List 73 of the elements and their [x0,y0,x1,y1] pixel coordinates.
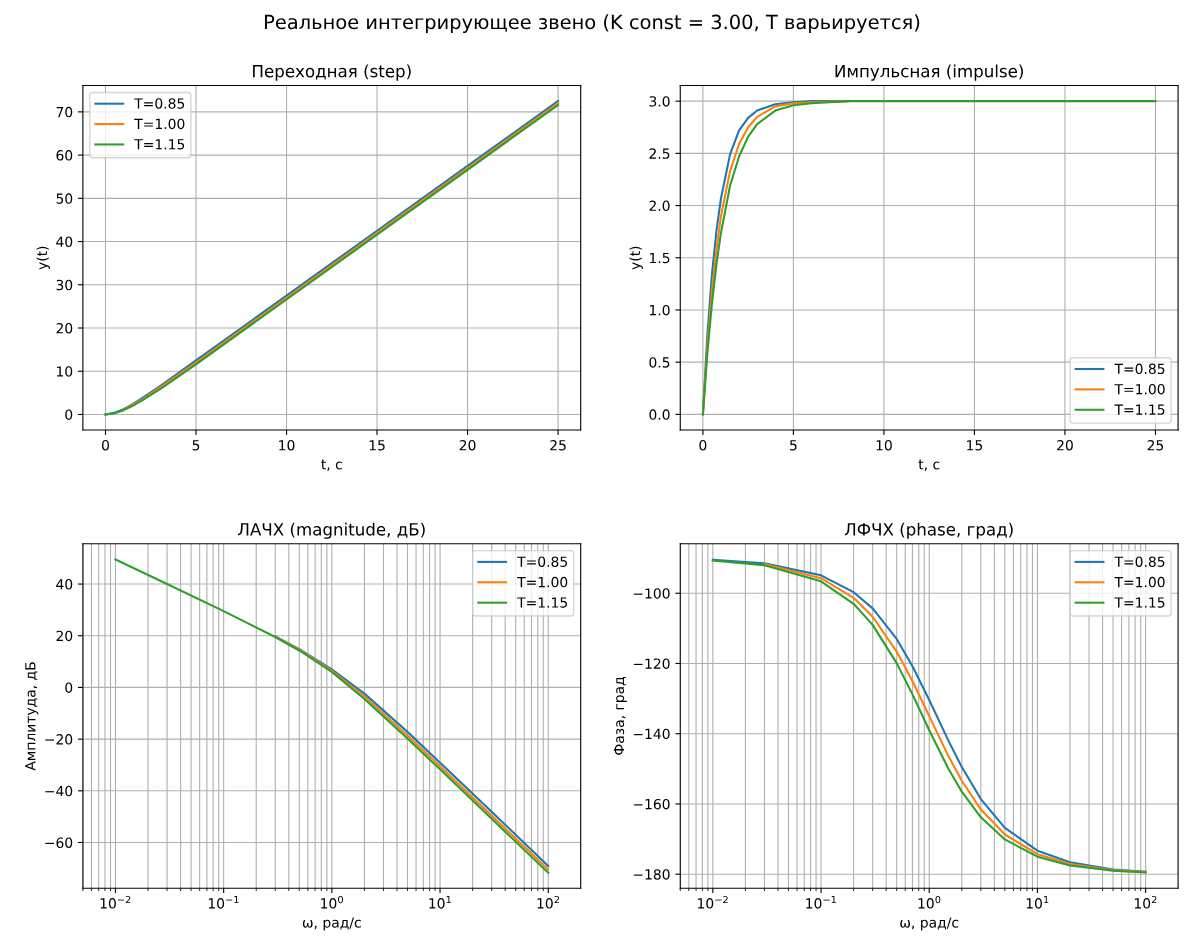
legend-label: T=1.15 [1114,404,1165,415]
y-axis-title: y(t) [629,246,643,270]
y-tick-label: 20 [56,322,73,334]
x-tick-label: 15 [967,440,983,451]
y-tick-label: −100 [633,588,670,599]
y-axis-title: Амплитуда, дБ [25,662,39,771]
x-axis-title: t, c [918,459,940,471]
chart-title: Переходная (step) [253,64,411,81]
y-axis-title: y(t) [36,246,50,270]
x-tick-label: 10 [876,440,892,451]
x-tick-label: 10$^{1}$ [1026,896,1049,909]
y-tick-label: 30 [56,279,73,291]
y-tick-label: 60 [56,150,73,161]
y-tick-label: 0 [65,682,73,693]
x-tick-label: 0 [102,440,109,451]
chart-title: ЛАЧХ (magnitude, дБ) [238,522,425,539]
legend-label: T=1.00 [134,118,185,130]
legend-label: T=0.85 [134,98,185,109]
x-tick-label: 25 [550,440,566,451]
x-axis-title: ω, рад/с [302,917,361,931]
legend-label: T=1.15 [1114,597,1165,608]
y-tick-label: 70 [56,106,73,118]
legend-label: T=1.00 [517,576,568,588]
x-tick-label: 10$^{−1}$ [806,896,836,909]
y-tick-label: −180 [633,869,670,880]
y-tick-label: −40 [45,785,73,797]
legend-label: T=0.85 [517,556,567,567]
x-tick-label: 10 [279,440,295,451]
legend-label: T=0.85 [1114,363,1165,375]
y-tick-label: 2.0 [649,200,670,212]
legend-label: T=1.15 [134,139,185,150]
y-tick-label: 20 [56,630,73,642]
chart-title: ЛФЧХ (phase, град) [844,522,1013,539]
x-tick-label: 10$^{2}$ [1134,895,1157,909]
y-axis-title: Фаза, град [613,677,627,755]
y-tick-label: 0 [65,409,73,420]
y-tick-label: 1.0 [649,304,670,316]
chart-title: Импульсная (impulse) [835,64,1023,81]
y-tick-label: 1.5 [649,252,670,264]
x-tick-label: 15 [369,440,385,451]
x-tick-label: 5 [790,440,797,451]
y-tick-label: 50 [56,193,73,204]
y-tick-label: 2.5 [649,148,670,159]
x-tick-label: 0 [699,440,707,451]
y-tick-label: −20 [45,734,73,745]
x-tick-label: 10$^{−2}$ [698,895,728,909]
legend-label: T=1.15 [517,597,567,608]
x-tick-label: 10$^{−2}$ [100,895,131,909]
x-tick-label: 10$^{0}$ [321,895,343,909]
x-tick-label: 10$^{2}$ [537,895,560,909]
x-tick-label: 20 [459,440,476,451]
x-tick-label: 25 [1147,440,1164,451]
x-tick-label: 10$^{0}$ [918,895,941,909]
y-tick-label: 10 [57,366,73,377]
legend-label: T=0.85 [1114,556,1165,567]
x-axis-title: ω, рад/с [900,917,959,931]
x-tick-label: 10$^{−1}$ [208,896,239,909]
legend-label: T=1.00 [1114,383,1165,395]
x-tick-label: 5 [192,440,200,451]
x-tick-label: 10$^{1}$ [429,896,451,909]
y-tick-label: −60 [45,837,73,848]
y-tick-label: 3.0 [649,96,670,107]
y-tick-label: −120 [633,658,670,669]
legend-label: T=1.00 [1114,576,1165,588]
text: Реальное интегрирующее звено (K const = 3.00, T варьируется) [265,14,920,34]
x-axis-title: t, c [321,459,342,471]
y-tick-label: −160 [633,798,670,810]
y-tick-label: 0.5 [649,357,670,368]
y-tick-label: 40 [56,579,73,590]
y-tick-label: 40 [56,236,73,248]
y-tick-label: −140 [633,728,670,740]
y-tick-label: 0.0 [649,409,670,420]
x-tick-label: 20 [1057,440,1073,451]
